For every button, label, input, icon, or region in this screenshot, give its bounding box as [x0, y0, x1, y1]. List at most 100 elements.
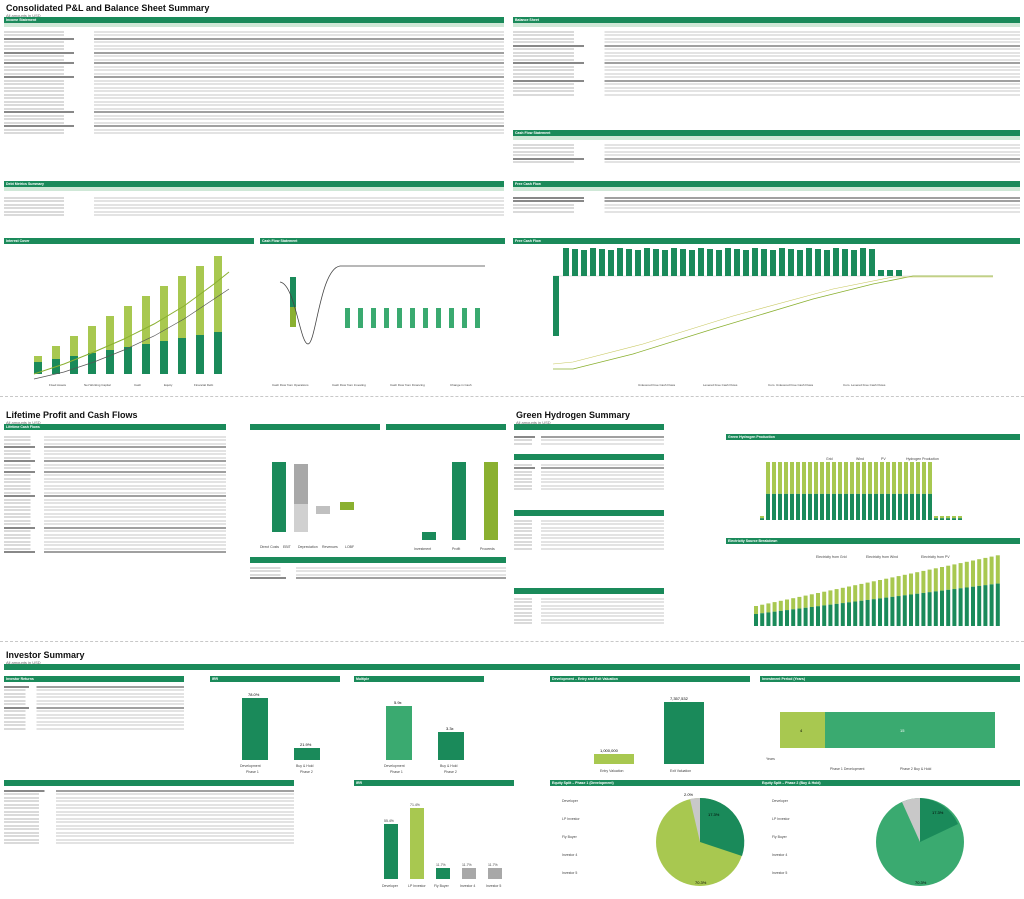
table-header: [514, 424, 664, 430]
fcf-bar: [608, 250, 614, 276]
cfs-bar: [371, 308, 376, 328]
elec-bar: [834, 589, 839, 604]
elec-bar: [921, 592, 926, 626]
elec-bar: [952, 564, 957, 590]
pie-legend-1: LP Investor: [562, 817, 580, 821]
legend-cum-unlevered: Cum. Unlevered Free Cash Flows: [768, 383, 814, 387]
table-rows: [513, 195, 1020, 214]
cfs-bar: [423, 308, 428, 328]
gh-bar: [772, 462, 776, 494]
gh-bar: [838, 493, 842, 520]
exit-valuation-label: 7,357,532: [670, 696, 689, 701]
table-header: Lifetime Cash Flows: [4, 424, 226, 430]
gh-bar: [808, 462, 812, 494]
fcf-bar: [824, 250, 830, 276]
gh-bar: [832, 493, 836, 520]
gh-bar: [790, 462, 794, 494]
fcf-bar: [896, 270, 902, 276]
elec-bar: [840, 603, 845, 626]
elec-bar: [822, 605, 827, 626]
lifetime-cf-summary: [250, 557, 506, 597]
lifetime-proceeds-chart: Investment Profit Proceeds: [386, 424, 506, 554]
irr-cat-dev: Development: [240, 764, 261, 768]
table-rows: [4, 195, 504, 218]
cfs-chart-svg: Cash Flow from Operations Cash Flow from…: [272, 265, 485, 387]
elec-bar: [921, 570, 926, 593]
gh-bar: [946, 518, 950, 520]
gh-bar: [892, 493, 896, 520]
elec-bar: [927, 592, 932, 626]
gh-bar: [928, 493, 932, 520]
table-header: [4, 780, 294, 786]
bar-irr-4: 11.7%: [488, 863, 498, 867]
gh-bar: [892, 462, 896, 494]
pie-legend-4: Investor 5: [562, 871, 577, 875]
elec-bar: [964, 561, 969, 588]
elec-bar: [878, 598, 882, 626]
fcf-bar: [752, 248, 758, 276]
elec-bar: [983, 557, 988, 586]
gh-bar: [886, 493, 890, 520]
gh-bar: [862, 493, 866, 520]
irr-svg: 78.0% 21.9% Development Buy & Hold Phase…: [240, 692, 320, 774]
interest-bar: [160, 286, 168, 341]
fcf-bar: [599, 249, 605, 276]
fcf-bar: [833, 248, 839, 276]
elec-bar: [884, 578, 889, 598]
fcf-bar: [716, 250, 722, 276]
elec-bar: [977, 585, 982, 626]
cash-flow-statement-chart: Cash Flow Statement Cash Flow from Opera…: [260, 238, 505, 390]
elec-bar: [785, 599, 789, 611]
debt-metrics-table: Debt Metrics Summary: [4, 181, 504, 235]
period-svg: 4 15 Years Phase 1 Development Phase 2 B…: [766, 712, 995, 771]
elec-bar: [840, 587, 845, 604]
exit-valuation-cat: Exit Valuation: [670, 769, 691, 773]
table-rows-3: [514, 518, 664, 551]
gh-bar: [814, 462, 818, 494]
dev-irr-svg: 55.4% 71.4% 11.7% 11.7% 11.7% Developer …: [382, 803, 502, 888]
elec-bar: [927, 569, 932, 593]
interest-bar: [196, 335, 204, 374]
elec-bar: [791, 609, 796, 626]
fcf-bar: [770, 250, 776, 276]
gh-bar: [910, 493, 914, 520]
legend-cfo: Cash Flow from Operations: [272, 383, 309, 387]
gh-bar: [874, 462, 878, 494]
gh-bar: [838, 462, 842, 494]
income-statement-table: Income Statement: [4, 17, 504, 177]
elec-bar: [816, 606, 820, 626]
table-rows: [513, 142, 1020, 165]
elec-bar: [809, 594, 814, 607]
legend-pv: PV: [881, 457, 886, 461]
elec-bar: [940, 590, 944, 626]
elec-bar: [865, 582, 870, 600]
gh-bar: [904, 462, 908, 494]
irr-dev-label: 78.0%: [248, 692, 260, 697]
elec-bar: [940, 567, 944, 591]
legend-revenues: Revenues: [322, 545, 338, 549]
legend-depreciation: Depreciation: [298, 545, 318, 549]
table-rows: [250, 565, 506, 581]
elec-bar: [772, 611, 777, 626]
cfs-bar: [462, 308, 467, 328]
irr-buy-label: 21.9%: [300, 742, 312, 747]
table-header: Balance Sheet: [513, 17, 1020, 23]
mult-cat-dev: Development: [384, 764, 405, 768]
mult-phase-1: Phase 1: [390, 770, 403, 774]
legend-elec-grid: Electricity from Grid: [816, 555, 847, 559]
elec-bar: [983, 585, 988, 626]
cfs-bar: [358, 308, 363, 328]
interest-bar: [52, 346, 60, 359]
fcf-table: Free Cash Flow: [513, 181, 1020, 235]
banner: [4, 664, 1020, 670]
bar-cat-3: Investor 4: [460, 884, 475, 888]
elec-bar: [828, 590, 833, 605]
elec-bar: [871, 599, 876, 626]
table-subheader: [4, 187, 504, 191]
elec-bar: [834, 603, 839, 626]
fcf-bar: [743, 250, 749, 276]
green-hydrogen-table: [514, 424, 664, 634]
elec-bar: [797, 608, 802, 626]
elec-bar: [909, 594, 913, 626]
